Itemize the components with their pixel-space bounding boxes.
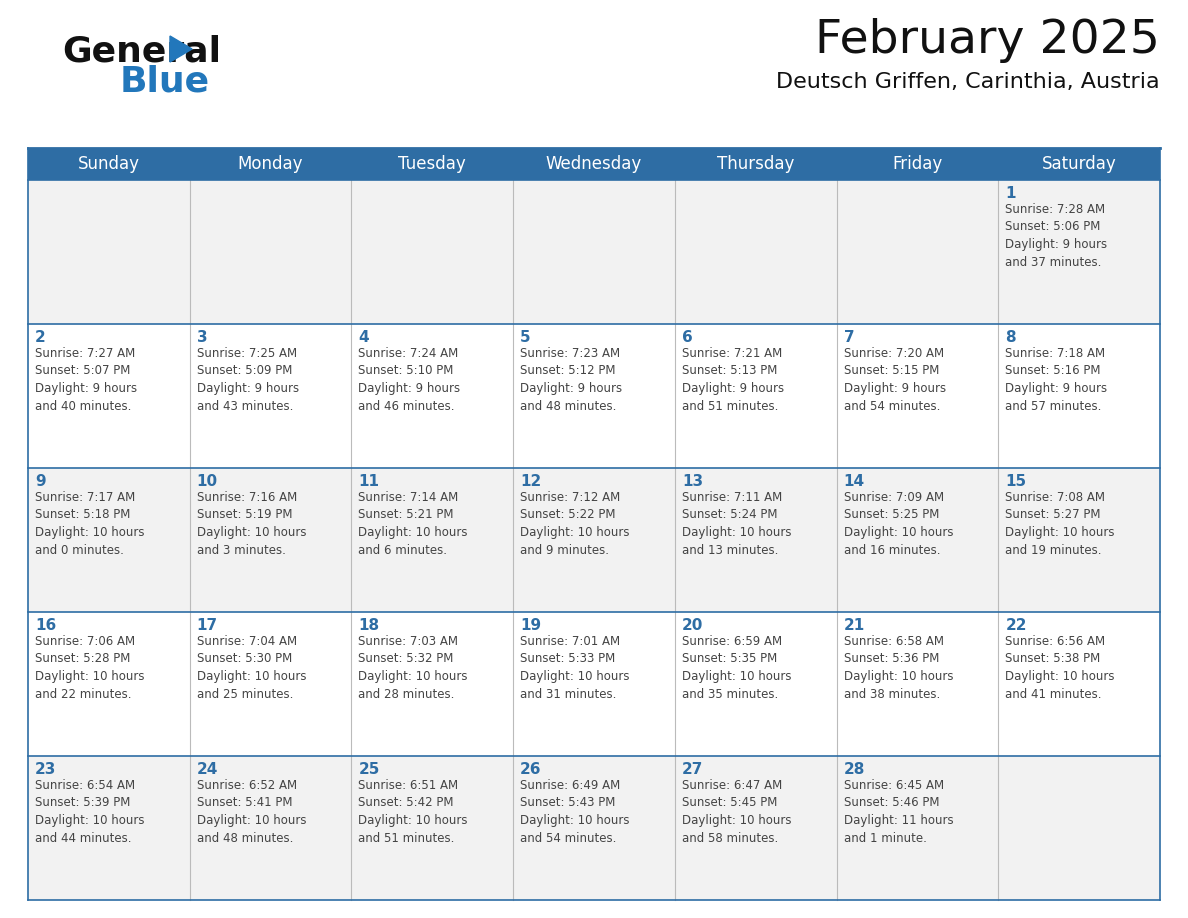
Text: 18: 18 <box>359 618 379 633</box>
Text: Sunrise: 7:17 AM
Sunset: 5:18 PM
Daylight: 10 hours
and 0 minutes.: Sunrise: 7:17 AM Sunset: 5:18 PM Dayligh… <box>34 491 145 556</box>
Text: Wednesday: Wednesday <box>545 155 643 173</box>
Bar <box>29 612 1159 756</box>
Text: Sunrise: 7:06 AM
Sunset: 5:28 PM
Daylight: 10 hours
and 22 minutes.: Sunrise: 7:06 AM Sunset: 5:28 PM Dayligh… <box>34 635 145 700</box>
Text: 6: 6 <box>682 330 693 345</box>
Text: Sunrise: 7:08 AM
Sunset: 5:27 PM
Daylight: 10 hours
and 19 minutes.: Sunrise: 7:08 AM Sunset: 5:27 PM Dayligh… <box>1005 491 1114 556</box>
Text: Sunrise: 7:09 AM
Sunset: 5:25 PM
Daylight: 10 hours
and 16 minutes.: Sunrise: 7:09 AM Sunset: 5:25 PM Dayligh… <box>843 491 953 556</box>
Text: Sunrise: 7:23 AM
Sunset: 5:12 PM
Daylight: 9 hours
and 48 minutes.: Sunrise: 7:23 AM Sunset: 5:12 PM Dayligh… <box>520 347 623 412</box>
Text: Sunrise: 7:01 AM
Sunset: 5:33 PM
Daylight: 10 hours
and 31 minutes.: Sunrise: 7:01 AM Sunset: 5:33 PM Dayligh… <box>520 635 630 700</box>
Text: Saturday: Saturday <box>1042 155 1117 173</box>
Text: 20: 20 <box>682 618 703 633</box>
Polygon shape <box>170 36 192 62</box>
Text: 12: 12 <box>520 474 542 489</box>
Text: 5: 5 <box>520 330 531 345</box>
Text: Monday: Monday <box>238 155 303 173</box>
Text: 4: 4 <box>359 330 369 345</box>
Text: 10: 10 <box>197 474 217 489</box>
Text: 7: 7 <box>843 330 854 345</box>
Text: Sunrise: 6:52 AM
Sunset: 5:41 PM
Daylight: 10 hours
and 48 minutes.: Sunrise: 6:52 AM Sunset: 5:41 PM Dayligh… <box>197 779 307 845</box>
Text: 26: 26 <box>520 762 542 777</box>
Text: Sunrise: 7:21 AM
Sunset: 5:13 PM
Daylight: 9 hours
and 51 minutes.: Sunrise: 7:21 AM Sunset: 5:13 PM Dayligh… <box>682 347 784 412</box>
Text: Sunrise: 6:58 AM
Sunset: 5:36 PM
Daylight: 10 hours
and 38 minutes.: Sunrise: 6:58 AM Sunset: 5:36 PM Dayligh… <box>843 635 953 700</box>
Text: Sunrise: 6:56 AM
Sunset: 5:38 PM
Daylight: 10 hours
and 41 minutes.: Sunrise: 6:56 AM Sunset: 5:38 PM Dayligh… <box>1005 635 1114 700</box>
Bar <box>29 756 1159 900</box>
Text: Sunrise: 7:03 AM
Sunset: 5:32 PM
Daylight: 10 hours
and 28 minutes.: Sunrise: 7:03 AM Sunset: 5:32 PM Dayligh… <box>359 635 468 700</box>
Text: 19: 19 <box>520 618 542 633</box>
Text: 11: 11 <box>359 474 379 489</box>
Text: Sunday: Sunday <box>78 155 140 173</box>
Text: 13: 13 <box>682 474 703 489</box>
Text: 21: 21 <box>843 618 865 633</box>
Bar <box>29 468 1159 612</box>
Text: 25: 25 <box>359 762 380 777</box>
Text: Sunrise: 6:54 AM
Sunset: 5:39 PM
Daylight: 10 hours
and 44 minutes.: Sunrise: 6:54 AM Sunset: 5:39 PM Dayligh… <box>34 779 145 845</box>
Text: 23: 23 <box>34 762 56 777</box>
Text: Deutsch Griffen, Carinthia, Austria: Deutsch Griffen, Carinthia, Austria <box>777 72 1159 92</box>
Text: 28: 28 <box>843 762 865 777</box>
Text: Sunrise: 7:27 AM
Sunset: 5:07 PM
Daylight: 9 hours
and 40 minutes.: Sunrise: 7:27 AM Sunset: 5:07 PM Dayligh… <box>34 347 137 412</box>
Text: Tuesday: Tuesday <box>398 155 466 173</box>
Text: Sunrise: 7:25 AM
Sunset: 5:09 PM
Daylight: 9 hours
and 43 minutes.: Sunrise: 7:25 AM Sunset: 5:09 PM Dayligh… <box>197 347 299 412</box>
Text: Sunrise: 6:59 AM
Sunset: 5:35 PM
Daylight: 10 hours
and 35 minutes.: Sunrise: 6:59 AM Sunset: 5:35 PM Dayligh… <box>682 635 791 700</box>
Text: Sunrise: 7:24 AM
Sunset: 5:10 PM
Daylight: 9 hours
and 46 minutes.: Sunrise: 7:24 AM Sunset: 5:10 PM Dayligh… <box>359 347 461 412</box>
Text: Sunrise: 6:49 AM
Sunset: 5:43 PM
Daylight: 10 hours
and 54 minutes.: Sunrise: 6:49 AM Sunset: 5:43 PM Dayligh… <box>520 779 630 845</box>
Text: 24: 24 <box>197 762 219 777</box>
Text: Friday: Friday <box>892 155 942 173</box>
Text: Sunrise: 7:04 AM
Sunset: 5:30 PM
Daylight: 10 hours
and 25 minutes.: Sunrise: 7:04 AM Sunset: 5:30 PM Dayligh… <box>197 635 307 700</box>
Text: Sunrise: 7:28 AM
Sunset: 5:06 PM
Daylight: 9 hours
and 37 minutes.: Sunrise: 7:28 AM Sunset: 5:06 PM Dayligh… <box>1005 203 1107 268</box>
Text: Sunrise: 7:18 AM
Sunset: 5:16 PM
Daylight: 9 hours
and 57 minutes.: Sunrise: 7:18 AM Sunset: 5:16 PM Dayligh… <box>1005 347 1107 412</box>
Text: 2: 2 <box>34 330 46 345</box>
Text: Blue: Blue <box>120 65 210 99</box>
Text: February 2025: February 2025 <box>815 18 1159 63</box>
Text: 14: 14 <box>843 474 865 489</box>
Text: Sunrise: 6:45 AM
Sunset: 5:46 PM
Daylight: 11 hours
and 1 minute.: Sunrise: 6:45 AM Sunset: 5:46 PM Dayligh… <box>843 779 953 845</box>
Bar <box>29 324 1159 468</box>
Text: Sunrise: 7:12 AM
Sunset: 5:22 PM
Daylight: 10 hours
and 9 minutes.: Sunrise: 7:12 AM Sunset: 5:22 PM Dayligh… <box>520 491 630 556</box>
Text: 27: 27 <box>682 762 703 777</box>
Bar <box>29 148 1159 180</box>
Text: Sunrise: 6:51 AM
Sunset: 5:42 PM
Daylight: 10 hours
and 51 minutes.: Sunrise: 6:51 AM Sunset: 5:42 PM Dayligh… <box>359 779 468 845</box>
Bar <box>29 180 1159 324</box>
Text: 17: 17 <box>197 618 217 633</box>
Text: 1: 1 <box>1005 186 1016 201</box>
Text: Sunrise: 6:47 AM
Sunset: 5:45 PM
Daylight: 10 hours
and 58 minutes.: Sunrise: 6:47 AM Sunset: 5:45 PM Dayligh… <box>682 779 791 845</box>
Text: 9: 9 <box>34 474 45 489</box>
Text: Thursday: Thursday <box>718 155 795 173</box>
Text: 8: 8 <box>1005 330 1016 345</box>
Text: 3: 3 <box>197 330 208 345</box>
Text: General: General <box>62 35 221 69</box>
Text: Sunrise: 7:16 AM
Sunset: 5:19 PM
Daylight: 10 hours
and 3 minutes.: Sunrise: 7:16 AM Sunset: 5:19 PM Dayligh… <box>197 491 307 556</box>
Text: Sunrise: 7:11 AM
Sunset: 5:24 PM
Daylight: 10 hours
and 13 minutes.: Sunrise: 7:11 AM Sunset: 5:24 PM Dayligh… <box>682 491 791 556</box>
Text: 16: 16 <box>34 618 56 633</box>
Text: Sunrise: 7:20 AM
Sunset: 5:15 PM
Daylight: 9 hours
and 54 minutes.: Sunrise: 7:20 AM Sunset: 5:15 PM Dayligh… <box>843 347 946 412</box>
Text: 15: 15 <box>1005 474 1026 489</box>
Text: Sunrise: 7:14 AM
Sunset: 5:21 PM
Daylight: 10 hours
and 6 minutes.: Sunrise: 7:14 AM Sunset: 5:21 PM Dayligh… <box>359 491 468 556</box>
Text: 22: 22 <box>1005 618 1026 633</box>
